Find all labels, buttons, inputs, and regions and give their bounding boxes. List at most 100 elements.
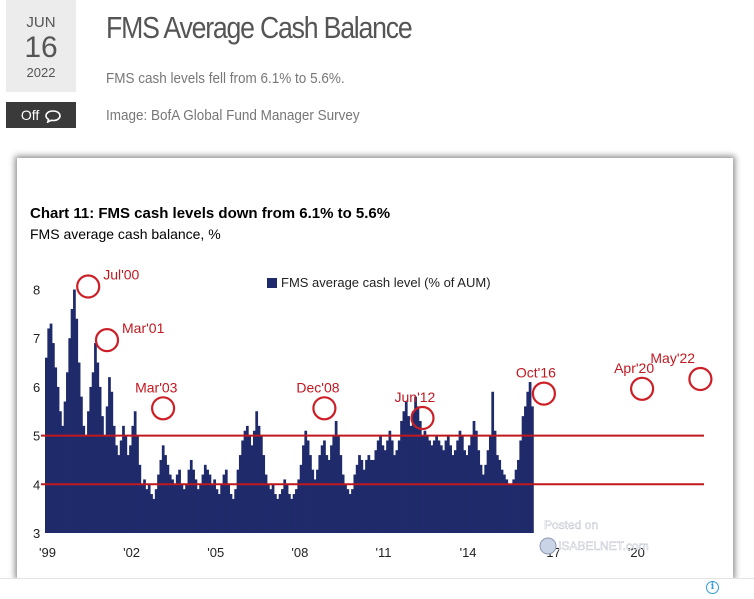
bar: [87, 411, 90, 533]
bar: [224, 469, 228, 533]
bar: [171, 479, 174, 533]
bar: [519, 440, 523, 533]
bar: [503, 474, 506, 533]
bar: [484, 464, 488, 533]
bar: [339, 455, 343, 533]
footer-bar: i: [0, 578, 754, 599]
bar: [203, 464, 207, 533]
bar: [201, 474, 205, 533]
bar: [49, 323, 53, 533]
bar: [175, 474, 179, 533]
annotation-circle: [151, 396, 176, 421]
bar: [344, 484, 347, 533]
y-tick-label: 8: [33, 283, 40, 298]
bar: [94, 343, 97, 533]
bar: [439, 445, 443, 533]
bar: [514, 469, 518, 533]
bar: [423, 430, 427, 533]
bar: [178, 469, 181, 533]
bar: [306, 440, 310, 533]
globe-icon: [539, 537, 557, 555]
bar: [325, 455, 329, 533]
bar: [292, 494, 296, 533]
watermark-site: ISABELNET.com: [558, 539, 649, 553]
bar: [89, 386, 93, 533]
bar: [437, 440, 441, 533]
bar: [283, 479, 287, 533]
y-tick-label: 6: [33, 380, 40, 395]
bar: [274, 494, 277, 533]
chart-title: Chart 11: FMS cash levels down from 6.1%…: [30, 205, 390, 222]
bar: [479, 464, 483, 533]
bar: [404, 401, 408, 533]
bar: [453, 450, 457, 533]
bar: [414, 396, 417, 533]
x-tick-label: '99: [39, 545, 56, 560]
bar: [217, 494, 221, 533]
bar: [496, 455, 499, 533]
annotation-circle: [410, 405, 435, 431]
bar: [189, 459, 193, 533]
annotation-label: Apr'20: [614, 360, 654, 376]
bar: [112, 425, 116, 533]
bar: [526, 391, 530, 533]
annotation-label: Mar'03: [135, 379, 178, 395]
bar: [47, 328, 51, 533]
bar: [451, 455, 455, 533]
bar: [388, 430, 392, 533]
bar: [281, 489, 284, 533]
bar: [383, 450, 387, 533]
bar: [360, 459, 364, 533]
bar: [140, 484, 144, 533]
bar: [276, 498, 280, 533]
bar: [486, 450, 490, 533]
bar: [187, 469, 191, 533]
bars: [45, 289, 534, 533]
bar: [77, 362, 81, 533]
bar: [129, 445, 132, 533]
y-tick-label: 5: [33, 429, 40, 444]
bar: [180, 484, 184, 533]
bar: [381, 445, 385, 533]
bar: [66, 372, 69, 533]
bar: [355, 464, 359, 533]
post-year: 2022: [26, 65, 56, 80]
annotation-circle: [629, 376, 655, 401]
bar: [390, 440, 394, 533]
bar: [528, 382, 532, 533]
bar: [227, 484, 231, 533]
bar: [491, 391, 495, 533]
bar: [75, 318, 79, 533]
bar: [348, 494, 352, 533]
bar: [323, 440, 326, 533]
bar: [524, 406, 527, 533]
bar: [110, 391, 114, 533]
bar: [463, 450, 467, 533]
bar: [467, 445, 471, 533]
x-tick-label: '14: [460, 545, 477, 560]
bar: [288, 494, 291, 533]
bar: [54, 367, 58, 533]
bar: [386, 440, 389, 533]
bar: [430, 445, 434, 533]
x-tick-label: '20: [628, 545, 645, 560]
bar: [245, 425, 249, 533]
bar: [264, 474, 268, 533]
bar: [173, 484, 177, 533]
annotation-label: Oct'16: [516, 365, 556, 381]
bar: [252, 430, 256, 533]
bar: [278, 494, 282, 533]
comments-button[interactable]: Off: [6, 102, 76, 128]
bar: [400, 420, 403, 533]
bar: [299, 464, 303, 533]
bar: [161, 445, 165, 533]
info-icon[interactable]: i: [706, 581, 719, 594]
bar: [353, 474, 357, 533]
annotations: Jul'00 Mar'01 Mar'03 Dec'08 Jun'12 Oct'16 Apr'…: [76, 267, 713, 431]
bar: [397, 440, 401, 533]
bar: [374, 450, 378, 533]
bar: [304, 430, 308, 533]
bar: [330, 445, 333, 533]
y-tick-label: 3: [33, 526, 40, 541]
bar: [372, 459, 375, 533]
